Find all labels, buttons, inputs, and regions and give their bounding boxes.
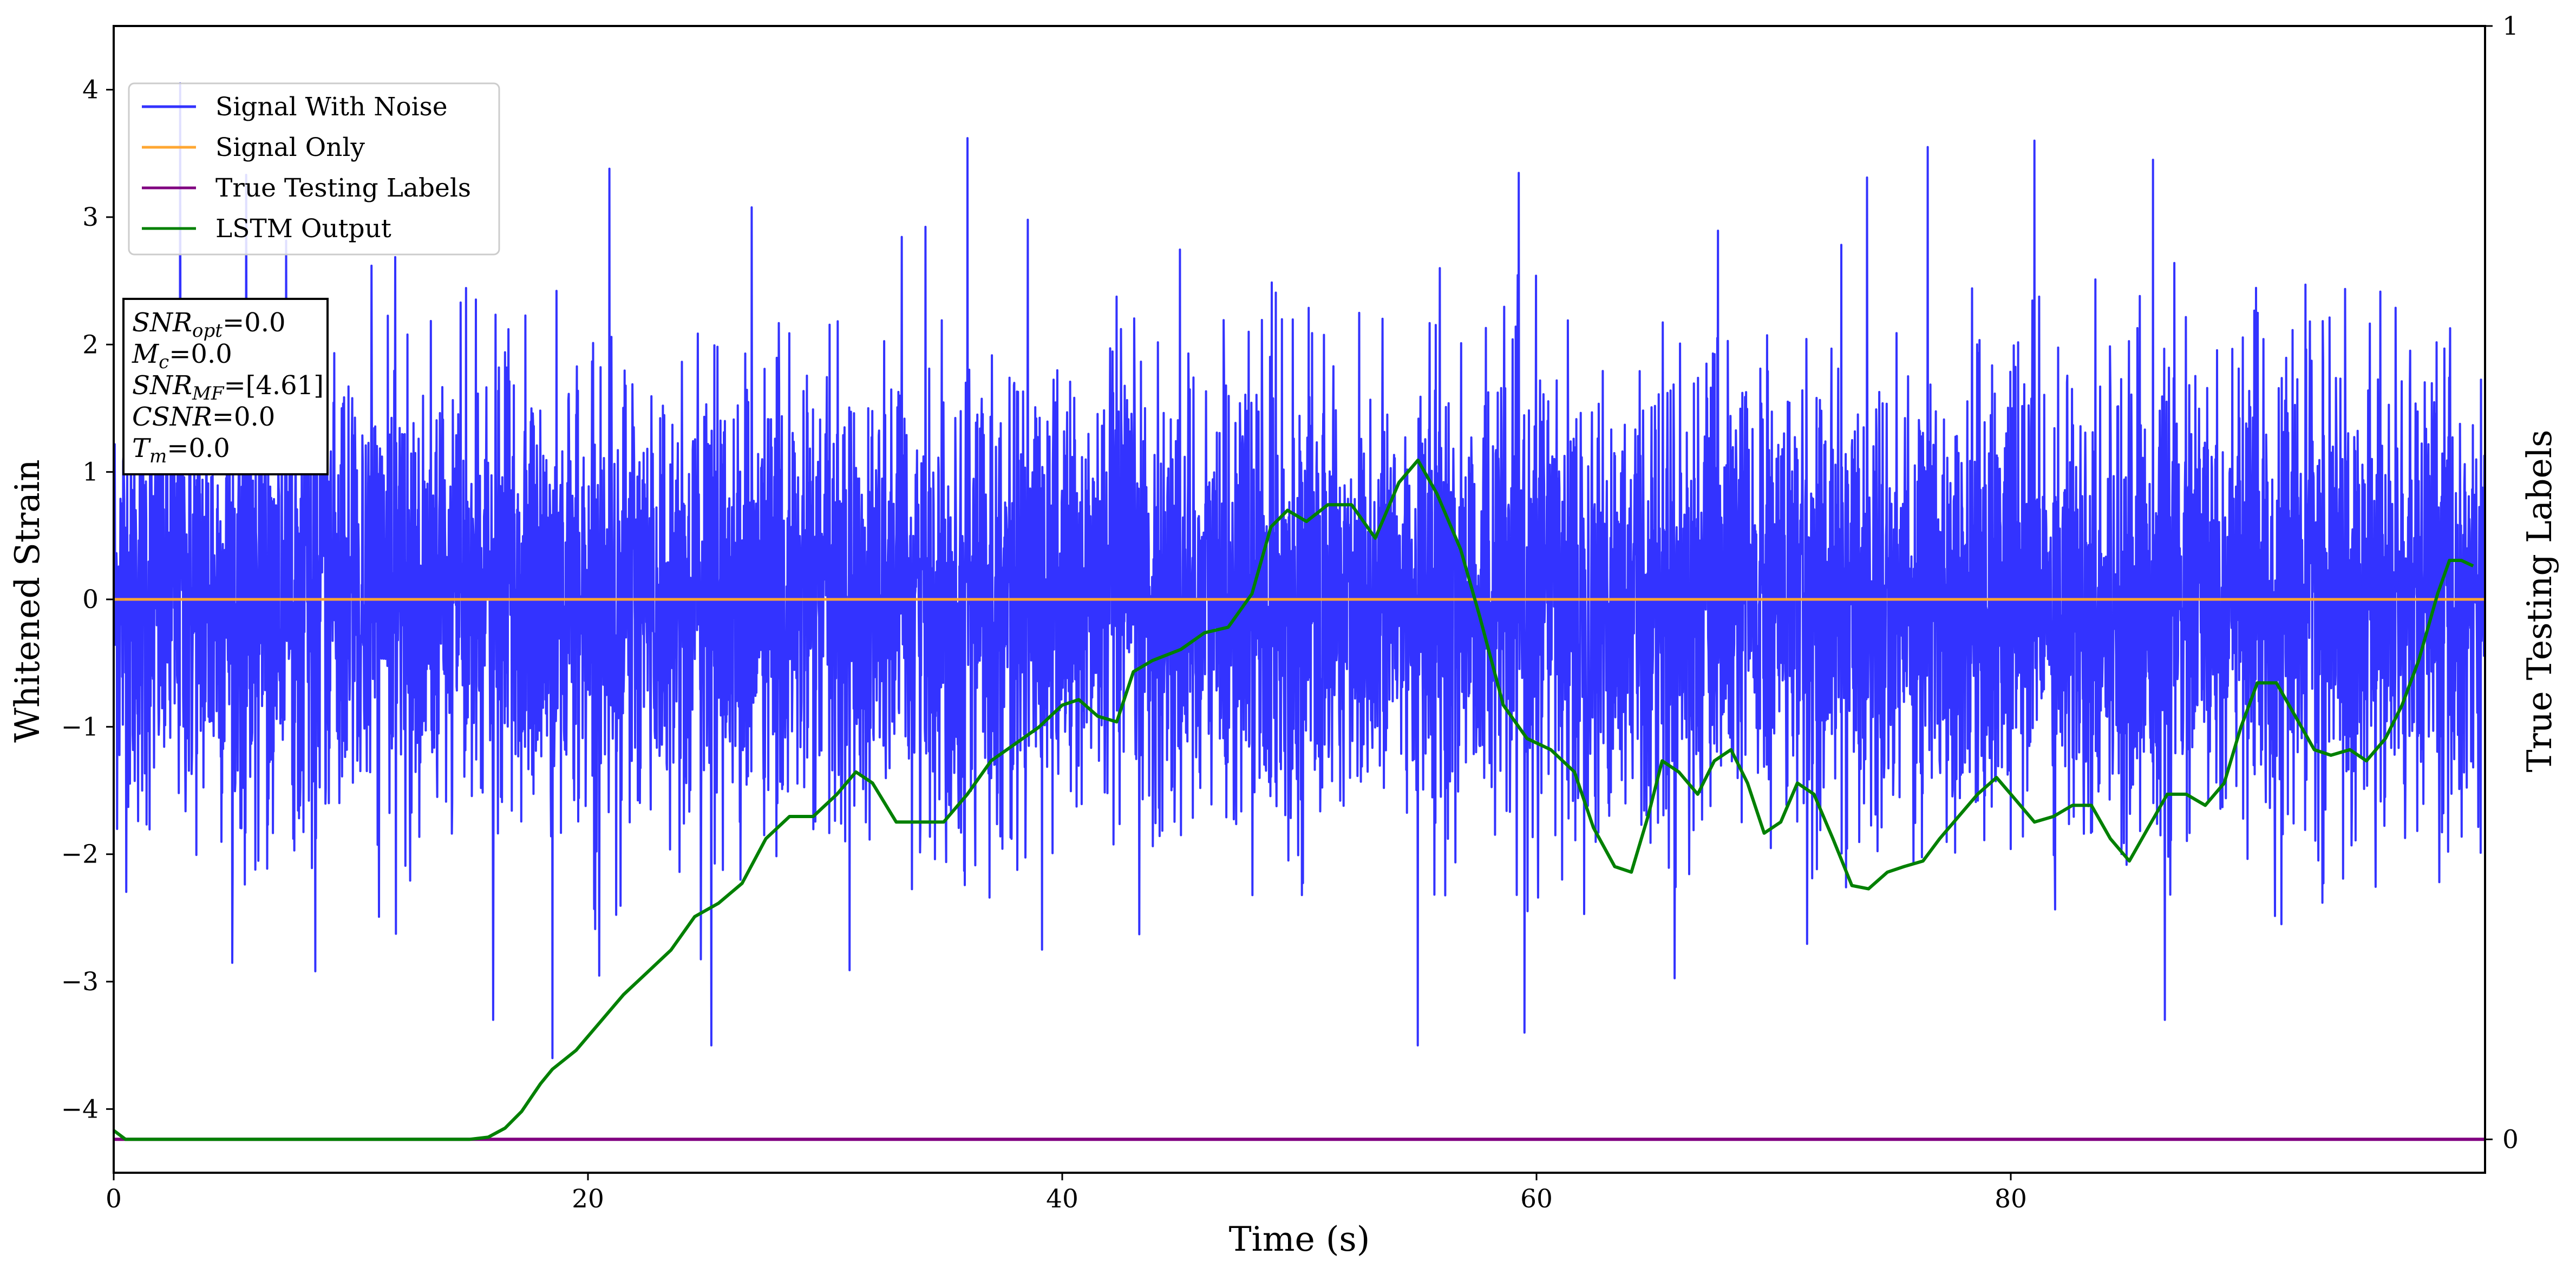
y-axis-right: 01 bbox=[2485, 11, 2519, 1154]
x-axis-label: Time (s) bbox=[1229, 1219, 1370, 1259]
x-tick-label: 20 bbox=[572, 1184, 604, 1214]
legend-label: LSTM Output bbox=[215, 214, 391, 244]
y-tick-label: −4 bbox=[61, 1094, 99, 1124]
y-tick-label: −3 bbox=[61, 967, 99, 997]
legend: Signal With Noise Signal Only True Testing… bbox=[128, 82, 500, 256]
info-line: SNRopt=0.0 bbox=[132, 308, 286, 342]
x-tick-label: 60 bbox=[1520, 1184, 1553, 1214]
y2-tick-label: 0 bbox=[2502, 1125, 2519, 1154]
y2-tick-label: 1 bbox=[2502, 11, 2519, 41]
info-line: CSNR=0.0 bbox=[132, 402, 275, 432]
legend-frame bbox=[128, 82, 500, 256]
legend-label: True Testing Labels bbox=[215, 173, 471, 203]
lstm-output-line bbox=[113, 459, 2474, 1141]
snr-info-box: SNRopt=0.0Mc=0.0SNRMF=[4.61]CSNR=0.0Tm=0… bbox=[122, 298, 329, 475]
info-line: SNRMF=[4.61] bbox=[132, 370, 324, 404]
legend-label: Signal With Noise bbox=[215, 92, 448, 122]
info-line: Tm=0.0 bbox=[132, 433, 230, 467]
info-line: Mc=0.0 bbox=[132, 339, 232, 373]
y-tick-label: 2 bbox=[82, 330, 99, 360]
y-tick-label: 1 bbox=[82, 458, 99, 487]
y-tick-label: −2 bbox=[61, 840, 99, 870]
x-tick-label: 40 bbox=[1046, 1184, 1078, 1214]
info-box-frame bbox=[122, 298, 329, 475]
y-axis-left: −4 −3 −2 −1 0 1 2 3 4 bbox=[61, 75, 114, 1124]
legend-label: Signal Only bbox=[215, 133, 365, 162]
y-tick-label: 3 bbox=[82, 202, 99, 232]
y-axis-label: Whitened Strain bbox=[8, 459, 47, 742]
lstm-output-series bbox=[113, 459, 2474, 1141]
y2-axis-label: True Testing Labels bbox=[2520, 430, 2559, 773]
x-axis: 0 20 40 60 80 bbox=[106, 1173, 2027, 1214]
x-tick-label: 80 bbox=[1995, 1184, 2027, 1214]
x-tick-label: 0 bbox=[106, 1184, 122, 1214]
y-tick-label: −1 bbox=[61, 712, 99, 742]
y-tick-label: 0 bbox=[82, 585, 99, 615]
y-tick-label: 4 bbox=[82, 75, 99, 105]
